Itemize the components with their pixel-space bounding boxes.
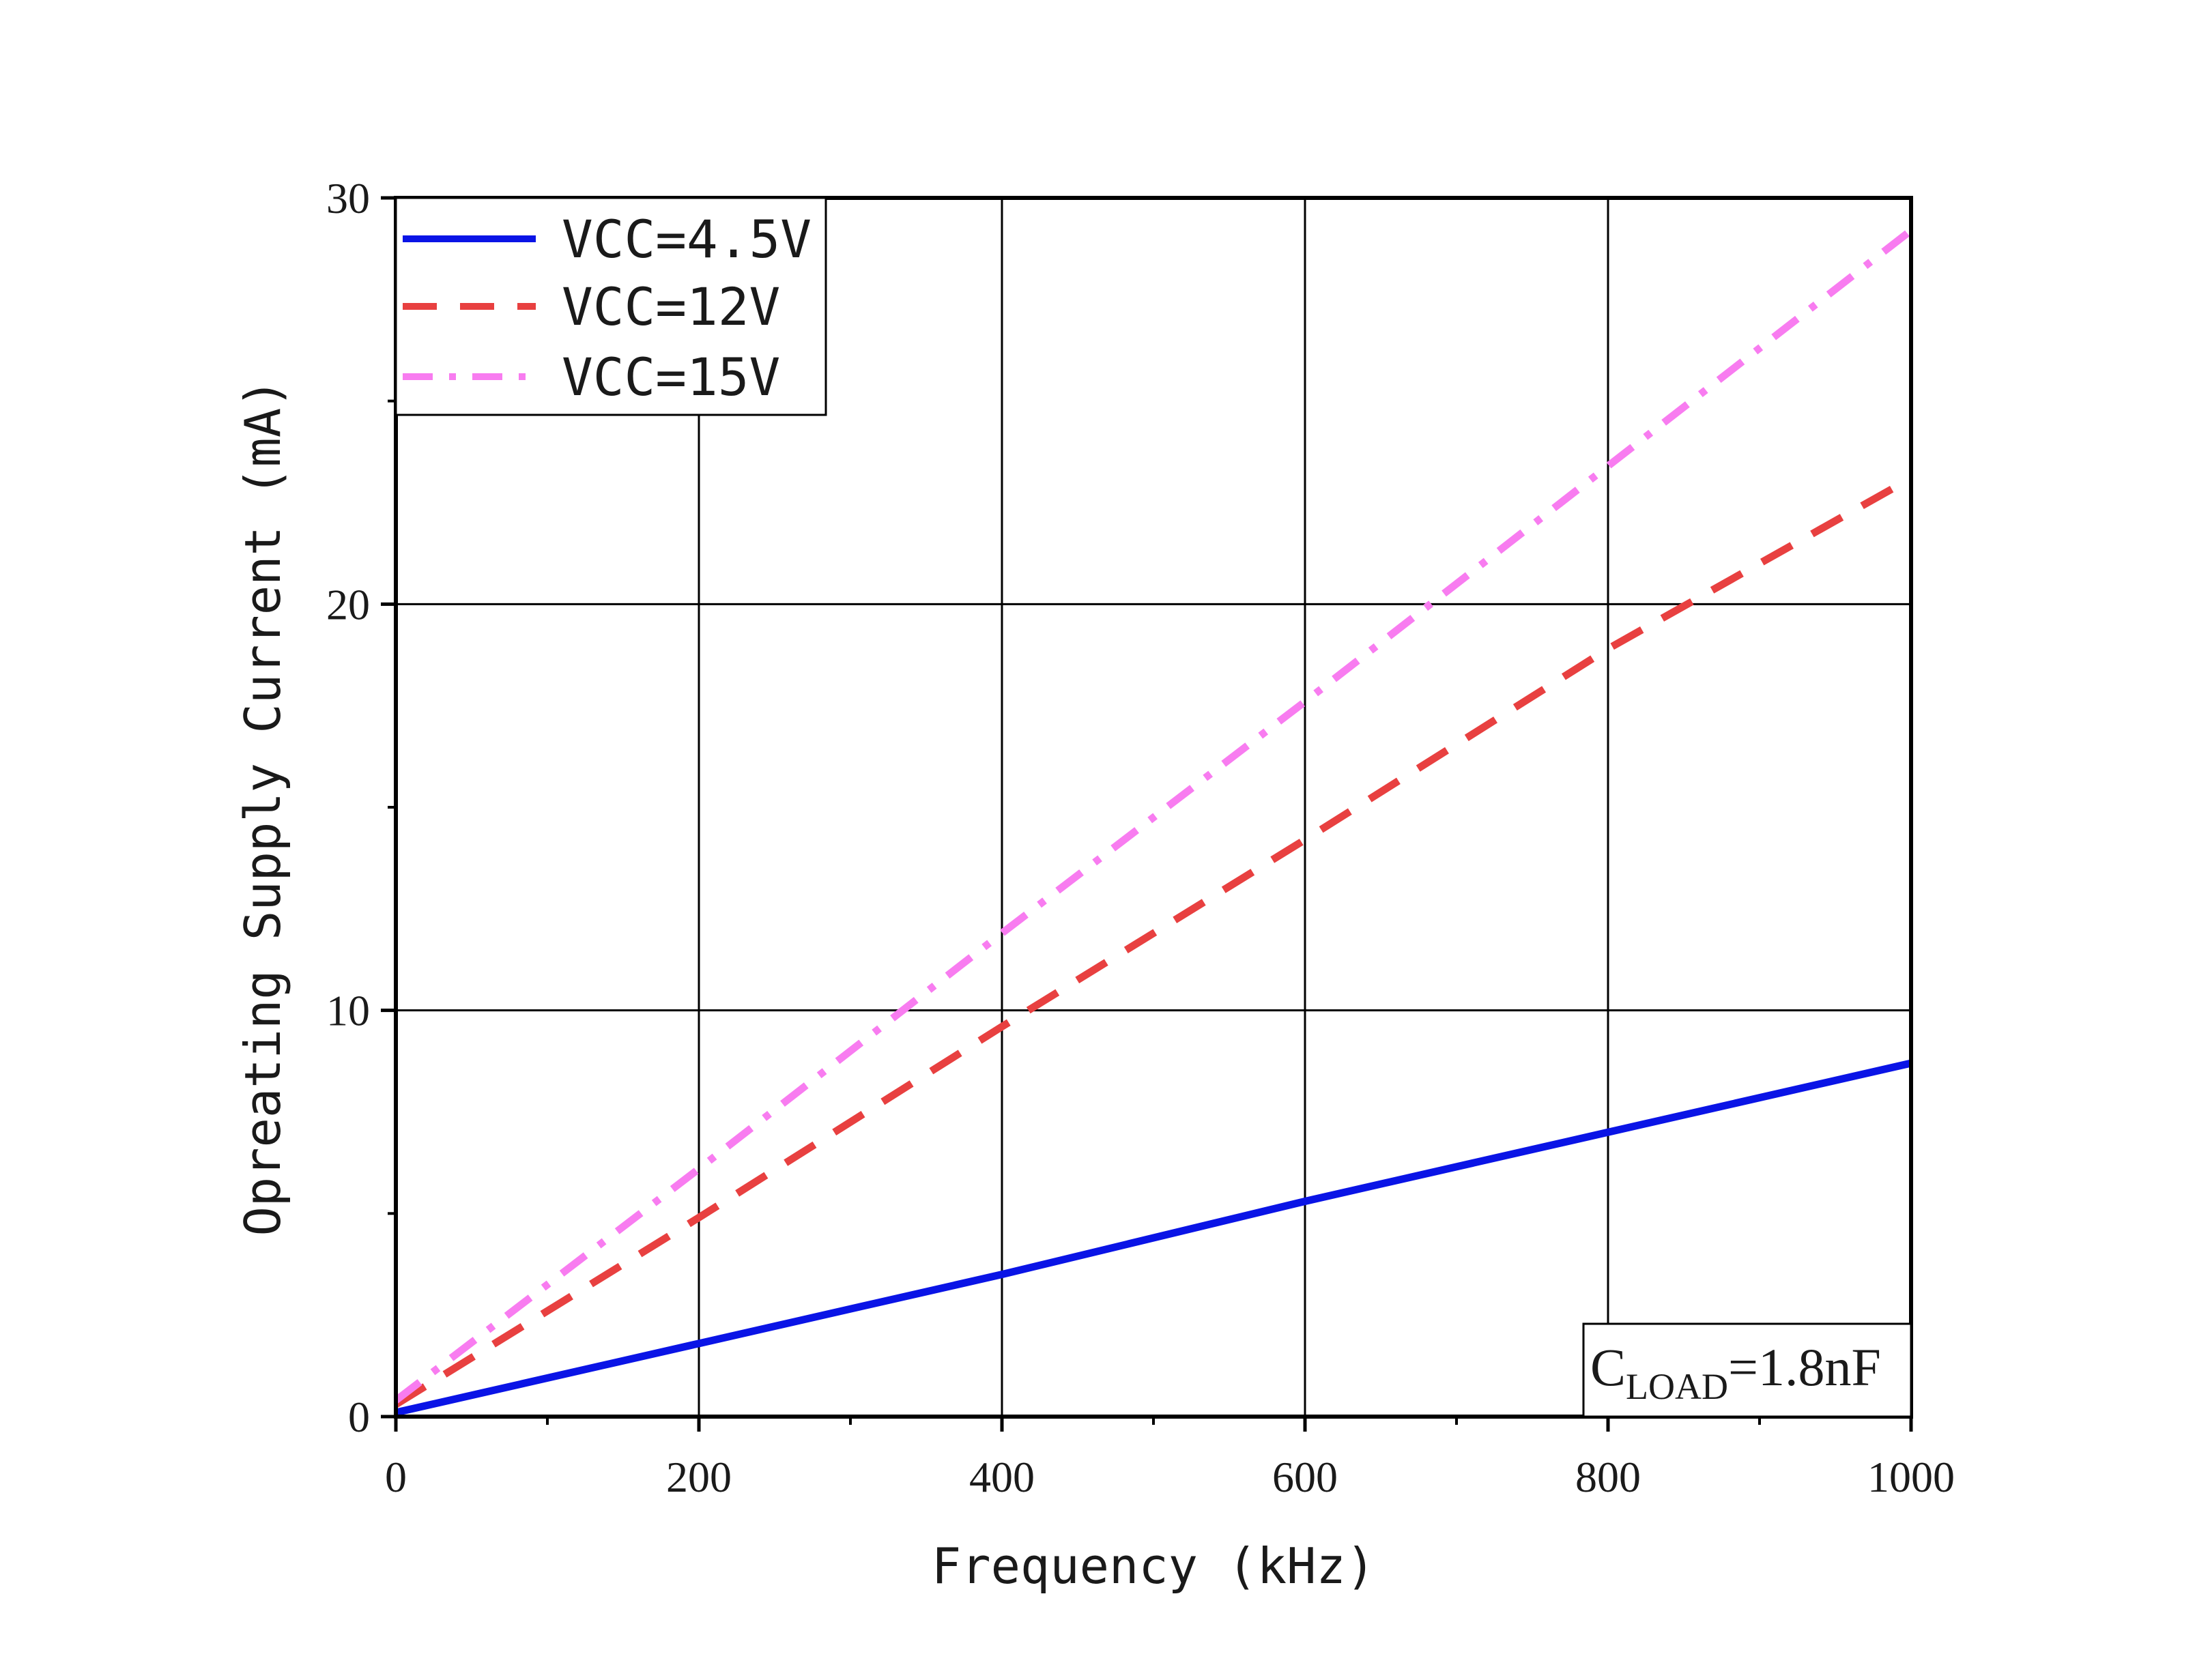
y-tick-label-0: 0 — [348, 1393, 370, 1441]
series-line-vcc-4.5v — [394, 1059, 1912, 1417]
x-tick-label-600: 600 — [1272, 1453, 1338, 1501]
series-lines — [393, 227, 1914, 1417]
axis-ticks — [381, 196, 1913, 1432]
legend-label-vcc-15v: VCC=15V — [562, 347, 780, 407]
x-tick-label-800: 800 — [1575, 1453, 1641, 1501]
x-tick-label-400: 400 — [969, 1453, 1035, 1501]
x-axis-title: Frequency (kHz) — [932, 1537, 1375, 1595]
series-line-vcc-12v — [394, 474, 1913, 1408]
load-annotation: CLOAD=1.8nF — [1582, 1322, 1912, 1418]
y-tick-label-30: 30 — [326, 174, 370, 222]
x-tick-label-0: 0 — [385, 1453, 407, 1501]
x-tick-label-200: 200 — [666, 1453, 732, 1501]
legend-label-vcc-4.5v: VCC=4.5V — [562, 209, 812, 270]
series-line-vcc-15v — [393, 227, 1914, 1404]
y-tick-label-10: 10 — [326, 987, 370, 1035]
annotation-box — [1582, 1322, 1912, 1418]
tick-labels: 0 200 400 600 800 1000 0 10 20 30 — [326, 174, 1955, 1501]
x-tick-label-1000: 1000 — [1867, 1453, 1955, 1501]
annotation-text: CLOAD=1.8nF — [1590, 1337, 1881, 1407]
y-tick-label-20: 20 — [326, 580, 370, 628]
legend-label-vcc-12v: VCC=12V — [562, 276, 780, 337]
legend: VCC=4.5V VCC=12V VCC=15V — [394, 197, 827, 416]
y-axis-title: Opreating Supply Current (mA) — [234, 378, 291, 1236]
